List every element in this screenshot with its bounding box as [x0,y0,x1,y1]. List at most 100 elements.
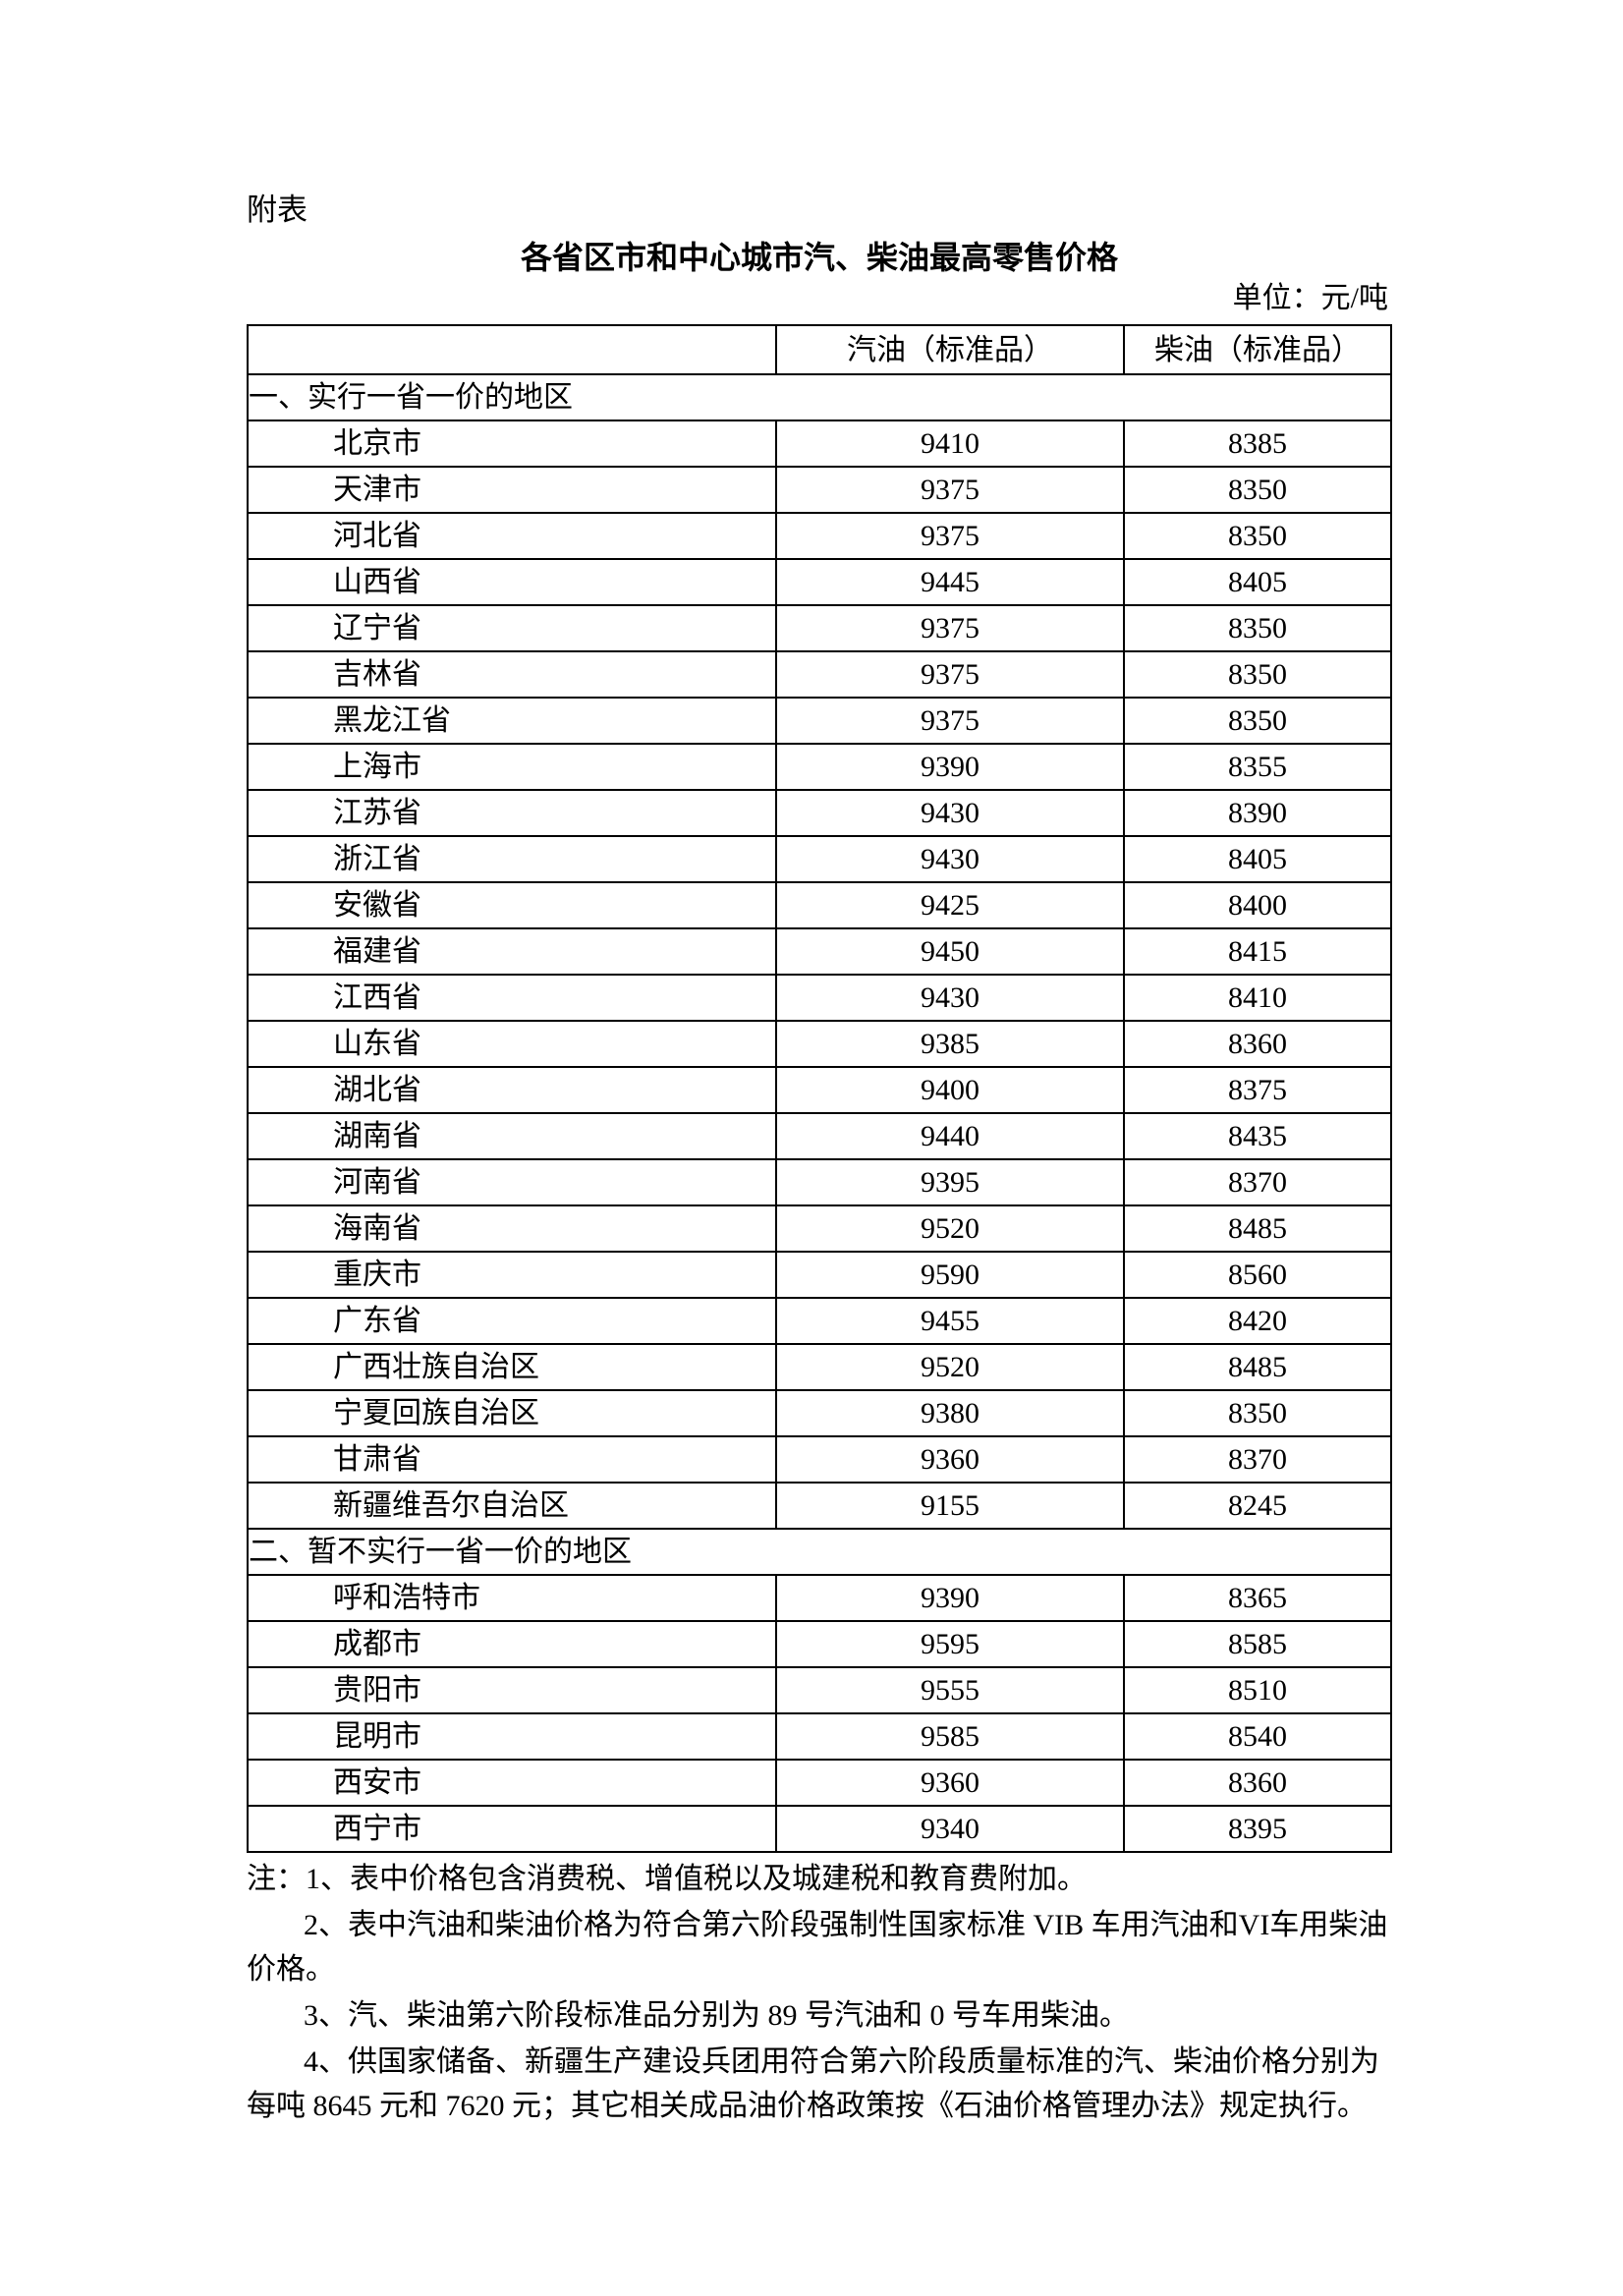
diesel-price: 8395 [1123,1805,1392,1853]
region-name: 上海市 [247,743,777,791]
region-name: 浙江省 [247,835,777,883]
gasoline-price: 9400 [775,1066,1125,1114]
table-row: 甘肃省 9360 8370 [247,1435,1392,1484]
region-name: 西宁市 [247,1805,777,1853]
table-row: 福建省 9450 8415 [247,927,1392,976]
note-3: 3、汽、柴油第六阶段标准品分别为 89 号汽油和 0 号车用柴油。 [304,1999,1129,2032]
diesel-price: 8585 [1123,1620,1392,1668]
diesel-price: 8370 [1123,1158,1392,1206]
diesel-price: 8485 [1123,1204,1392,1253]
diesel-price: 8385 [1123,420,1392,468]
diesel-price: 8540 [1123,1712,1392,1761]
region-name: 西安市 [247,1759,777,1807]
region-name: 吉林省 [247,650,777,699]
header-cell-region [247,324,777,375]
region-name: 辽宁省 [247,604,777,652]
region-name: 江西省 [247,974,777,1022]
table-row: 江苏省 9430 8390 [247,789,1392,837]
region-name: 贵阳市 [247,1666,777,1714]
table-row: 辽宁省 9375 8350 [247,604,1392,652]
table-row: 湖北省 9400 8375 [247,1066,1392,1114]
note-4: 4、供国家储备、新疆生产建设兵团用符合第六阶段质量标准的汽、柴油价格分别为每吨 … [247,2045,1379,2122]
price-table: 汽油（标准品） 柴油（标准品） 一、实行一省一价的地区 北京市 9410 8385 天津… [247,324,1392,1853]
diesel-price: 8410 [1123,974,1392,1022]
gasoline-price: 9595 [775,1620,1125,1668]
region-name: 广西壮族自治区 [247,1343,777,1391]
table-row: 山东省 9385 8360 [247,1020,1392,1068]
table-row: 贵阳市 9555 8510 [247,1666,1392,1714]
region-name: 山东省 [247,1020,777,1068]
diesel-price: 8485 [1123,1343,1392,1391]
gasoline-price: 9375 [775,512,1125,560]
diesel-price: 8350 [1123,650,1392,699]
region-name: 江苏省 [247,789,777,837]
table-row: 北京市 9410 8385 [247,420,1392,468]
table-row: 重庆市 9590 8560 [247,1251,1392,1299]
gasoline-price: 9455 [775,1297,1125,1345]
gasoline-price: 9155 [775,1482,1125,1530]
diesel-price: 8350 [1123,512,1392,560]
header-cell-diesel: 柴油（标准品） [1123,324,1392,375]
region-name: 宁夏回族自治区 [247,1389,777,1437]
diesel-price: 8375 [1123,1066,1392,1114]
table-row: 宁夏回族自治区 9380 8350 [247,1389,1392,1437]
region-name: 福建省 [247,927,777,976]
region-name: 新疆维吾尔自治区 [247,1482,777,1530]
gasoline-price: 9590 [775,1251,1125,1299]
table-row: 天津市 9375 8350 [247,466,1392,514]
diesel-price: 8245 [1123,1482,1392,1530]
gasoline-price: 9390 [775,1574,1125,1622]
table-row: 吉林省 9375 8350 [247,650,1392,699]
region-name: 北京市 [247,420,777,468]
gasoline-price: 9585 [775,1712,1125,1761]
region-name: 呼和浩特市 [247,1574,777,1622]
diesel-price: 8420 [1123,1297,1392,1345]
notes: 注：1、表中价格包含消费税、增值税以及城建税和教育费附加。 2、表中汽油和柴油价… [247,1857,1392,2128]
region-name: 河北省 [247,512,777,560]
gasoline-price: 9340 [775,1805,1125,1853]
diesel-price: 8360 [1123,1759,1392,1807]
diesel-price: 8560 [1123,1251,1392,1299]
region-name: 河南省 [247,1158,777,1206]
table-row: 广西壮族自治区 9520 8485 [247,1343,1392,1391]
table-row: 呼和浩特市 9390 8365 [247,1574,1392,1622]
diesel-price: 8350 [1123,1389,1392,1437]
table-row: 昆明市 9585 8540 [247,1712,1392,1761]
gasoline-price: 9555 [775,1666,1125,1714]
table-row: 河北省 9375 8350 [247,512,1392,560]
diesel-price: 8355 [1123,743,1392,791]
gasoline-price: 9450 [775,927,1125,976]
table-row: 河南省 9395 8370 [247,1158,1392,1206]
gasoline-price: 9425 [775,881,1125,929]
region-name: 甘肃省 [247,1435,777,1484]
note-1: 注：1、表中价格包含消费税、增值税以及城建税和教育费附加。 [247,1863,1087,1895]
table-row: 新疆维吾尔自治区 9155 8245 [247,1482,1392,1530]
table-row: 安徽省 9425 8400 [247,881,1392,929]
diesel-price: 8400 [1123,881,1392,929]
table-row: 浙江省 9430 8405 [247,835,1392,883]
gasoline-price: 9375 [775,697,1125,745]
table-row: 湖南省 9440 8435 [247,1112,1392,1160]
gasoline-price: 9520 [775,1343,1125,1391]
table-row: 西安市 9360 8360 [247,1759,1392,1807]
diesel-price: 8350 [1123,466,1392,514]
region-name: 安徽省 [247,881,777,929]
diesel-price: 8435 [1123,1112,1392,1160]
table-row: 广东省 9455 8420 [247,1297,1392,1345]
diesel-price: 8405 [1123,558,1392,606]
table-row: 江西省 9430 8410 [247,974,1392,1022]
diesel-price: 8390 [1123,789,1392,837]
diesel-price: 8405 [1123,835,1392,883]
gasoline-price: 9520 [775,1204,1125,1253]
gasoline-price: 9445 [775,558,1125,606]
attachment-label: 附表 [247,193,308,227]
region-name: 昆明市 [247,1712,777,1761]
section-label: 二、暂不实行一省一价的地区 [247,1528,1392,1576]
section-row: 一、实行一省一价的地区 [247,373,1392,421]
gasoline-price: 9375 [775,650,1125,699]
diesel-price: 8350 [1123,697,1392,745]
region-name: 海南省 [247,1204,777,1253]
gasoline-price: 9395 [775,1158,1125,1206]
table-header-row: 汽油（标准品） 柴油（标准品） [247,324,1392,375]
table-row: 成都市 9595 8585 [247,1620,1392,1668]
